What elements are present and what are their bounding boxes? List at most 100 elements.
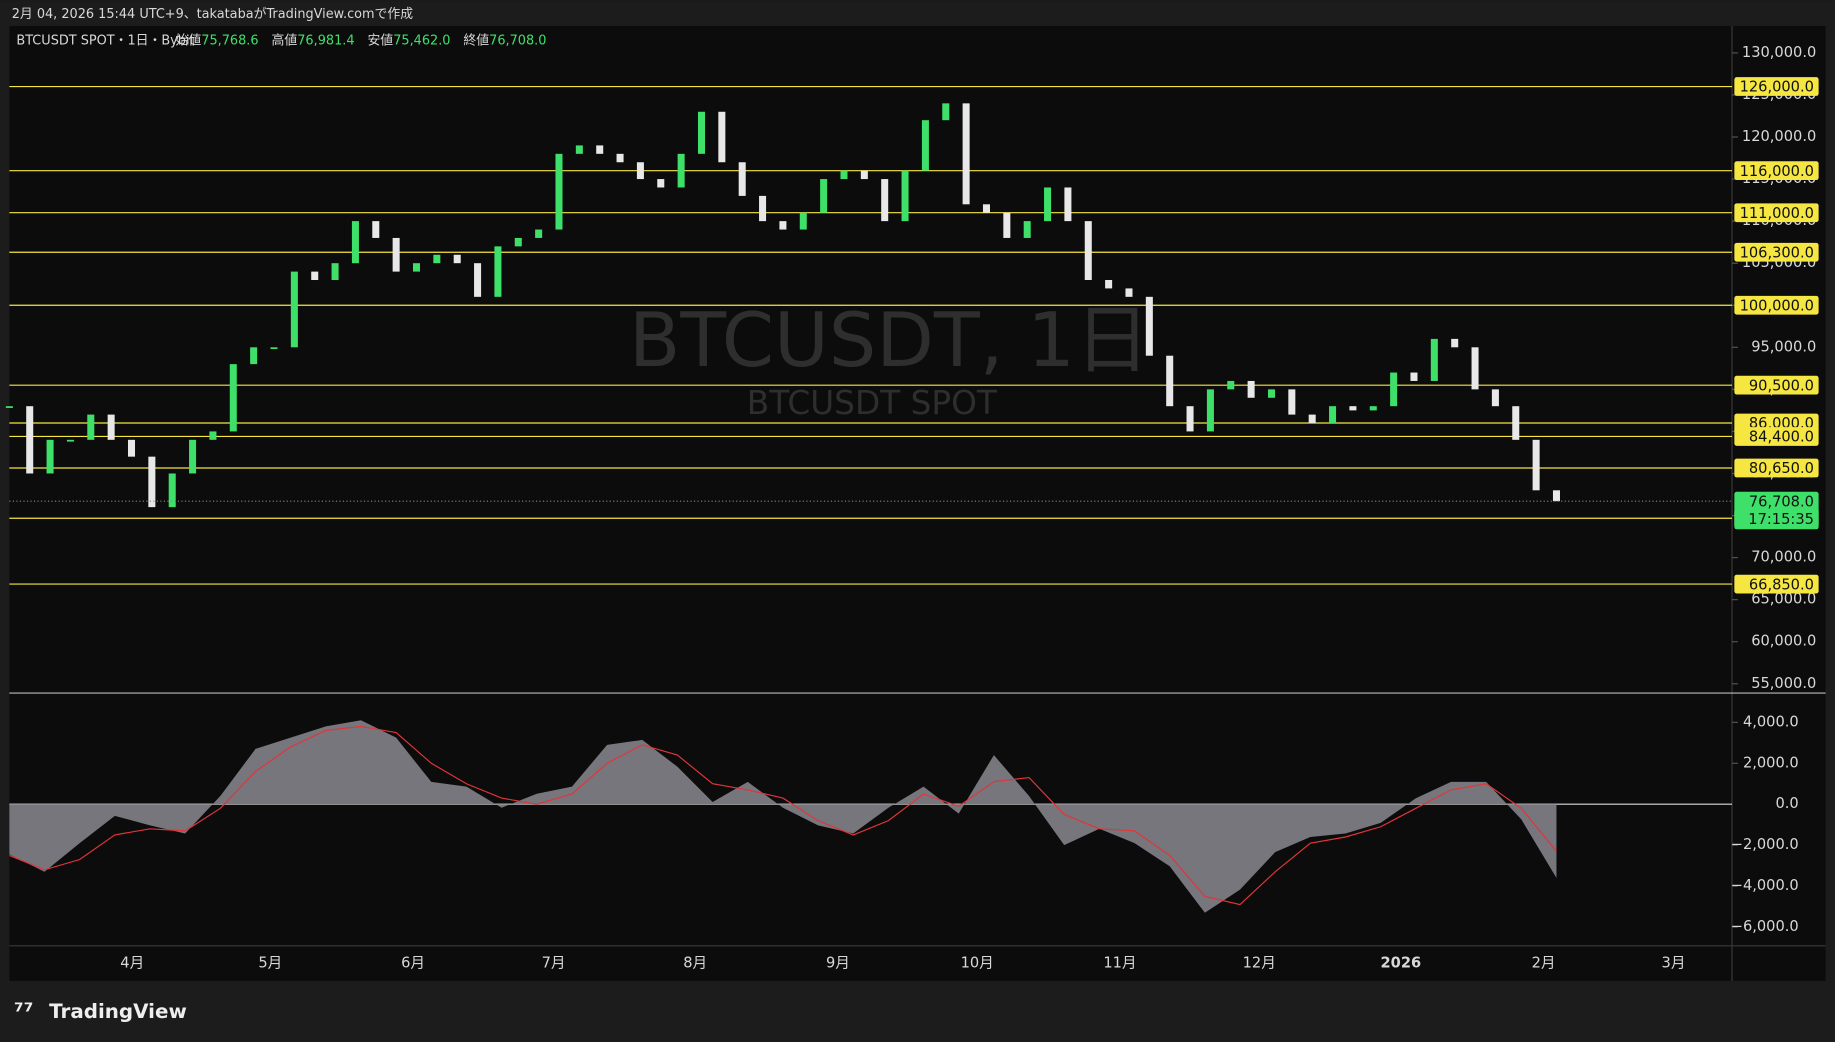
candle	[412, 263, 421, 272]
candle	[1084, 221, 1092, 281]
candle	[331, 263, 339, 281]
candle	[1064, 187, 1072, 222]
candle	[46, 439, 54, 474]
x-tick-label: 7月	[542, 954, 566, 971]
candle	[1349, 406, 1357, 411]
header: 2月 04, 2026 15:44 UTC+9、takatabaがTrading…	[12, 7, 414, 22]
x-tick-label: 8月	[683, 954, 707, 971]
ohlc-name: 始値	[176, 33, 202, 49]
candle	[1105, 280, 1113, 289]
candle	[1267, 389, 1275, 398]
candle	[738, 162, 746, 196]
x-tick-label: 11月	[1103, 954, 1136, 971]
candle	[575, 145, 583, 154]
y-tick-label: 55,000.0	[1751, 675, 1816, 692]
x-tick-label: 9月	[826, 954, 850, 971]
candle	[860, 170, 868, 180]
ohlc-value: 76,708.0	[489, 34, 546, 49]
level-tag	[1734, 161, 1819, 181]
x-tick-label: 2026	[1380, 954, 1421, 971]
histogram-area	[9, 720, 1557, 913]
candle	[1430, 338, 1438, 381]
candle	[616, 153, 624, 163]
candle	[759, 195, 767, 222]
candle	[474, 263, 482, 297]
candle	[718, 111, 726, 163]
candle	[1288, 389, 1296, 415]
last-price-label: 76,708.0	[1749, 493, 1814, 510]
candle	[66, 439, 74, 442]
level-label: 80,650.0	[1749, 460, 1814, 477]
ohlc-name: 高値	[272, 33, 298, 49]
level-label: 126,000.0	[1740, 79, 1814, 96]
candle	[1308, 414, 1316, 424]
ohlc-name: 終値	[463, 33, 489, 49]
candle	[901, 170, 909, 222]
last-price-tag	[1734, 491, 1819, 530]
candle	[535, 229, 543, 238]
logo-text: TradingView	[49, 1000, 187, 1023]
candle	[799, 212, 807, 230]
candle	[453, 254, 461, 264]
candle	[494, 246, 502, 297]
ohlc-value: 75,462.0	[393, 34, 450, 49]
candle	[1003, 212, 1011, 238]
y-tick-label: 95,000.0	[1751, 338, 1816, 355]
candle	[1145, 296, 1153, 356]
candle	[5, 406, 13, 408]
candle	[820, 179, 828, 213]
ohlc-value: 75,768.6	[201, 34, 258, 49]
candle	[677, 153, 685, 188]
osc-tick-label: 4,000.0	[1743, 713, 1799, 730]
level-tag	[1734, 375, 1819, 395]
candle	[779, 221, 787, 230]
candle	[1410, 372, 1418, 381]
y-tick-label: 130,000.0	[1742, 44, 1816, 61]
level-label: 116,000.0	[1740, 163, 1814, 180]
candle	[392, 237, 400, 272]
level-tag	[1734, 458, 1819, 478]
candle	[433, 254, 441, 264]
osc-tick-label: 0.0	[1775, 795, 1798, 812]
candle	[148, 456, 156, 508]
candle	[1532, 439, 1540, 491]
candle	[270, 347, 278, 350]
ohlc-name: 安値	[367, 33, 393, 49]
level-tag	[1734, 77, 1819, 96]
x-tick-label: 12月	[1243, 954, 1276, 971]
x-tick-label: 4月	[120, 954, 144, 971]
level-tag	[1734, 295, 1819, 315]
x-tick-label: 3月	[1662, 954, 1686, 971]
candle	[982, 204, 990, 213]
level-tag	[1734, 242, 1819, 262]
candle	[372, 221, 380, 238]
candle	[555, 153, 563, 230]
candle	[881, 179, 889, 222]
osc-tick-label: −4,000.0	[1731, 877, 1799, 894]
watermark: BTCUSDT, 1日	[629, 296, 1150, 384]
osc-tick-label: 2,000.0	[1743, 754, 1799, 771]
candle	[1390, 372, 1398, 407]
symbol: BTCUSDT SPOT・1日・Bybit	[16, 34, 194, 49]
candle	[1166, 355, 1174, 407]
watermark-sub: BTCUSDT SPOT	[747, 384, 998, 422]
candle	[107, 414, 115, 440]
candle	[921, 120, 929, 171]
candle	[942, 103, 950, 121]
level-label: 66,850.0	[1749, 576, 1814, 593]
level-tag	[1734, 203, 1819, 223]
level-tag	[1734, 574, 1819, 594]
osc-tick-label: −6,000.0	[1731, 918, 1799, 935]
candle	[657, 179, 665, 188]
ohlc-value: 76,981.4	[297, 34, 354, 49]
x-tick-label: 10月	[961, 954, 994, 971]
x-tick-label: 6月	[401, 954, 425, 971]
candle	[1552, 490, 1560, 502]
candle	[596, 145, 604, 154]
countdown: 17:15:35	[1748, 511, 1814, 528]
candle	[1186, 406, 1194, 432]
signal-line	[9, 725, 1557, 906]
candle	[1491, 389, 1499, 407]
y-tick-label: 70,000.0	[1751, 549, 1816, 566]
